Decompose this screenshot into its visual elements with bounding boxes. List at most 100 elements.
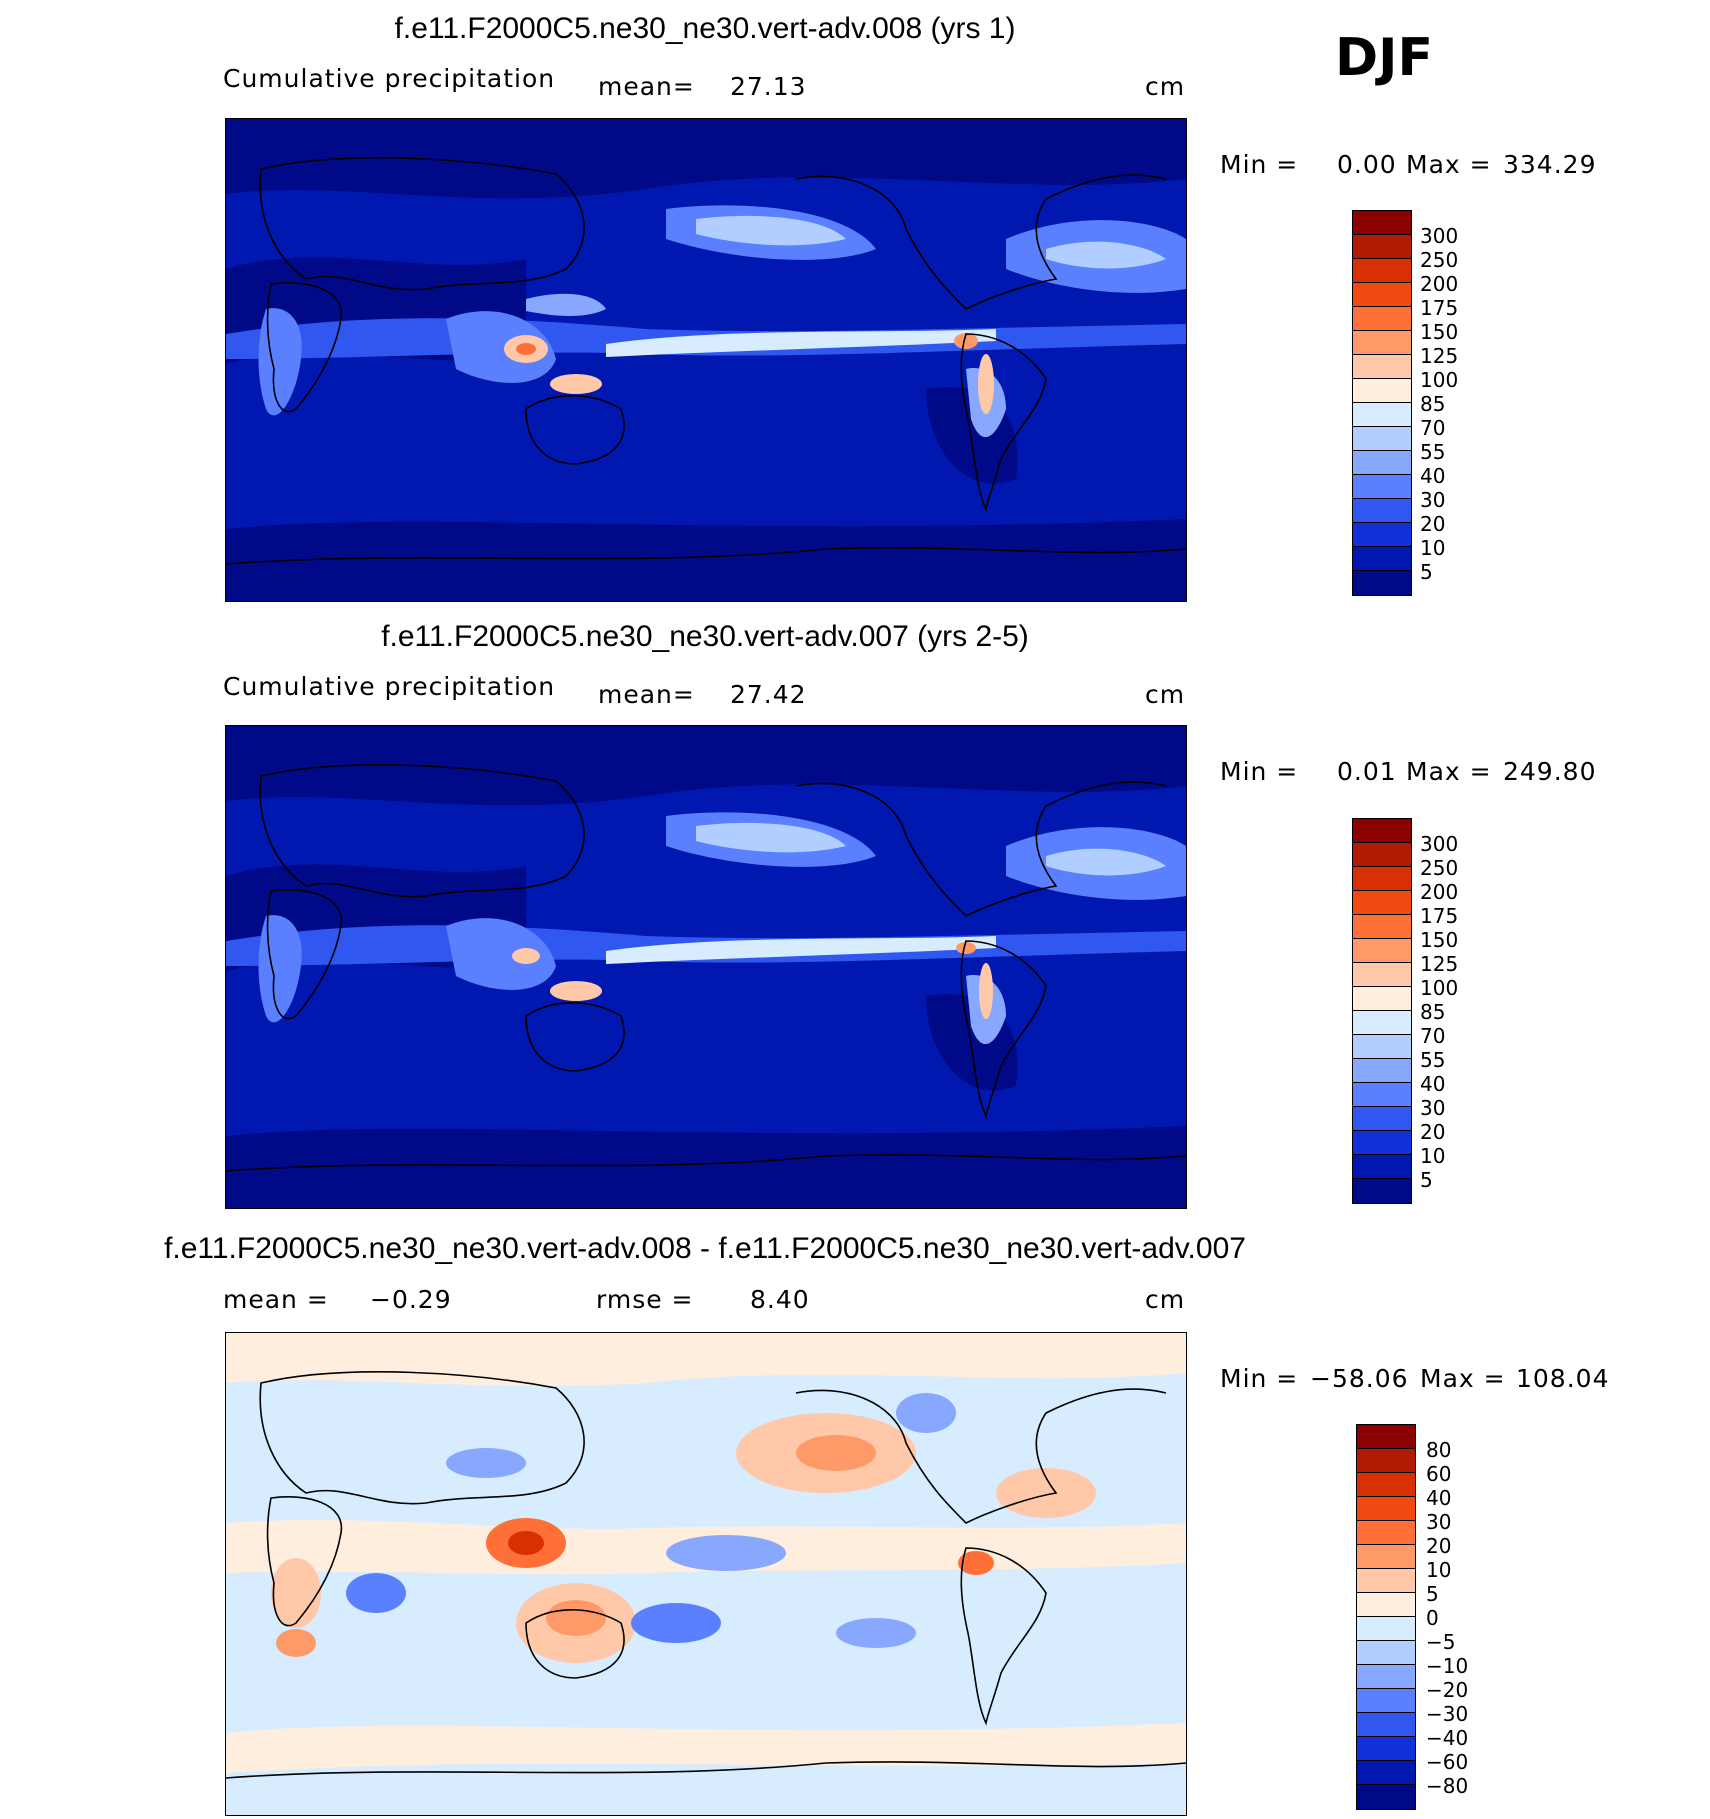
colorbar-swatch (1357, 1785, 1415, 1809)
colorbar-swatch (1353, 867, 1411, 891)
panel-3-colorbar-label: −40 (1426, 1726, 1469, 1750)
colorbar-swatch (1357, 1569, 1415, 1593)
colorbar-swatch (1353, 939, 1411, 963)
panel-2-units: cm (1145, 680, 1186, 709)
panel-2-min-label: Min = (1220, 757, 1299, 786)
colorbar-swatch (1353, 891, 1411, 915)
panel-3-rmse-value: 8.40 (750, 1285, 810, 1314)
panel-1-colorbar-label: 20 (1420, 512, 1446, 536)
panel-1-mean-label: mean= (598, 72, 695, 101)
colorbar-swatch (1353, 1011, 1411, 1035)
panel-2-mean-value: 27.42 (730, 680, 807, 709)
colorbar-swatch (1353, 451, 1411, 475)
colorbar-swatch (1357, 1425, 1415, 1449)
panel-2-max-value: 249.80 (1503, 757, 1597, 786)
panel-2-colorbar (1352, 818, 1412, 1204)
colorbar-swatch (1357, 1689, 1415, 1713)
panel-2-colorbar-label: 20 (1420, 1120, 1446, 1144)
colorbar-swatch (1353, 523, 1411, 547)
season-label: DJF (1335, 28, 1434, 88)
panel-2-colorbar-label: 300 (1420, 832, 1459, 856)
panel-1-colorbar-label: 175 (1420, 296, 1459, 320)
colorbar-swatch (1357, 1497, 1415, 1521)
colorbar-swatch (1353, 819, 1411, 843)
colorbar-swatch (1353, 499, 1411, 523)
panel-1-colorbar-label: 200 (1420, 272, 1459, 296)
colorbar-swatch (1353, 427, 1411, 451)
colorbar-swatch (1353, 259, 1411, 283)
panel-1-colorbar-label: 10 (1420, 536, 1446, 560)
panel-3-max-value: 108.04 (1516, 1364, 1610, 1393)
panel-2-colorbar-label: 5 (1420, 1168, 1433, 1192)
panel-2-colorbar-label: 70 (1420, 1024, 1446, 1048)
panel-1-max-label: Max = (1406, 150, 1492, 179)
panel-2-min-value: 0.01 (1337, 757, 1397, 786)
colorbar-swatch (1353, 307, 1411, 331)
panel-1-colorbar-label: 300 (1420, 224, 1459, 248)
panel-3-colorbar-label: 40 (1426, 1486, 1452, 1510)
panel-1-units: cm (1145, 72, 1186, 101)
colorbar-swatch (1357, 1737, 1415, 1761)
panel-1-colorbar-label: 100 (1420, 368, 1459, 392)
panel-1-colorbar-label: 125 (1420, 344, 1459, 368)
colorbar-swatch (1353, 379, 1411, 403)
panel-1-precipitation-map (225, 118, 1187, 602)
panel-3-min-label: Min = (1220, 1364, 1299, 1393)
panel-3-colorbar-label: −20 (1426, 1678, 1469, 1702)
panel-2-colorbar-label: 250 (1420, 856, 1459, 880)
panel-3-max-label: Max = (1420, 1364, 1506, 1393)
panel-3-difference-map (225, 1332, 1187, 1816)
panel-3-colorbar-label: −80 (1426, 1774, 1469, 1798)
colorbar-swatch (1357, 1617, 1415, 1641)
panel-3-min-value: −58.06 (1310, 1364, 1409, 1393)
colorbar-swatch (1353, 915, 1411, 939)
panel-1-colorbar-label: 85 (1420, 392, 1446, 416)
colorbar-swatch (1353, 1179, 1411, 1203)
panel-2-mean-label: mean= (598, 680, 695, 709)
colorbar-swatch (1353, 1035, 1411, 1059)
colorbar-swatch (1357, 1641, 1415, 1665)
colorbar-swatch (1353, 283, 1411, 307)
colorbar-swatch (1357, 1473, 1415, 1497)
colorbar-swatch (1353, 1059, 1411, 1083)
colorbar-swatch (1353, 1083, 1411, 1107)
colorbar-swatch (1353, 475, 1411, 499)
panel-3-colorbar-label: 10 (1426, 1558, 1452, 1582)
colorbar-swatch (1353, 963, 1411, 987)
colorbar-swatch (1357, 1665, 1415, 1689)
colorbar-swatch (1353, 331, 1411, 355)
panel-2-colorbar-label: 150 (1420, 928, 1459, 952)
colorbar-swatch (1353, 235, 1411, 259)
panel-1-colorbar-label: 5 (1420, 560, 1433, 584)
panel-2-precipitation-map (225, 725, 1187, 1209)
panel-3-colorbar-label: 0 (1426, 1606, 1439, 1630)
panel-3-rmse-label: rmse = (596, 1285, 694, 1314)
panel-1-colorbar-label: 30 (1420, 488, 1446, 512)
panel-1-colorbar-label: 70 (1420, 416, 1446, 440)
panel-1-left-label: Cumulative precipitation (223, 64, 556, 93)
panel-2-colorbar-label: 125 (1420, 952, 1459, 976)
panel-1-colorbar-label: 150 (1420, 320, 1459, 344)
panel-2-title: f.e11.F2000C5.ne30_ne30.vert-adv.007 (yr… (381, 620, 1029, 653)
colorbar-swatch (1353, 403, 1411, 427)
panel-1-min-label: Min = (1220, 150, 1299, 179)
colorbar-swatch (1353, 1107, 1411, 1131)
panel-3-title: f.e11.F2000C5.ne30_ne30.vert-adv.008 - f… (164, 1232, 1246, 1265)
colorbar-swatch (1353, 547, 1411, 571)
panel-3-units: cm (1145, 1285, 1186, 1314)
colorbar-swatch (1353, 355, 1411, 379)
panel-1-min-value: 0.00 (1337, 150, 1397, 179)
panel-2-colorbar-label: 10 (1420, 1144, 1446, 1168)
panel-3-colorbar-label: 5 (1426, 1582, 1439, 1606)
panel-3-mean-value: −0.29 (370, 1285, 452, 1314)
colorbar-swatch (1357, 1449, 1415, 1473)
colorbar-swatch (1353, 211, 1411, 235)
colorbar-swatch (1357, 1761, 1415, 1785)
colorbar-swatch (1353, 1131, 1411, 1155)
colorbar-swatch (1357, 1545, 1415, 1569)
panel-3-colorbar-label: 60 (1426, 1462, 1452, 1486)
panel-1-title: f.e11.F2000C5.ne30_ne30.vert-adv.008 (yr… (394, 12, 1016, 45)
panel-2-colorbar-label: 100 (1420, 976, 1459, 1000)
panel-2-colorbar-label: 40 (1420, 1072, 1446, 1096)
panel-1-colorbar (1352, 210, 1412, 596)
